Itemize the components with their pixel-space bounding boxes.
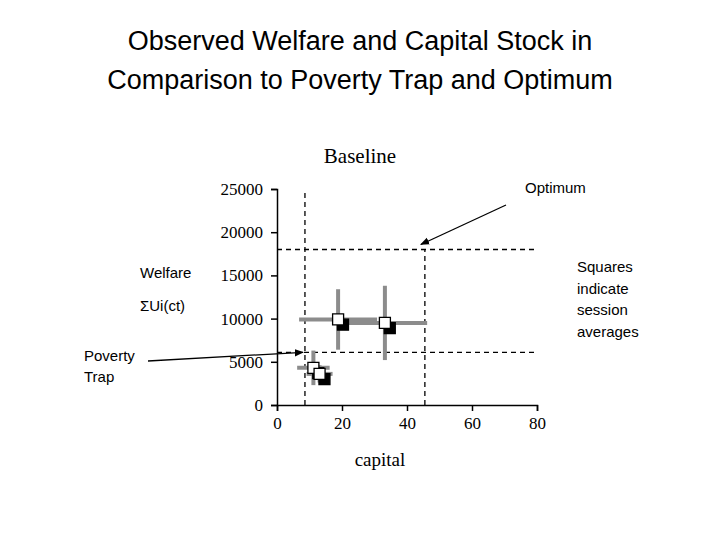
y-tick-mark	[271, 362, 277, 364]
reference-label: PovertyTrap	[84, 347, 135, 385]
y-tick: 15000	[221, 266, 278, 285]
x-tick-label: 60	[464, 414, 481, 433]
background	[0, 0, 720, 540]
x-axis: 0 20 40 60 80	[273, 405, 546, 433]
y-tick-mark	[271, 189, 277, 191]
slide: Observed Welfare and Capital Stock inCom…	[0, 0, 720, 540]
x-tick-mark	[537, 405, 539, 411]
x-axis-title: capital	[355, 449, 406, 470]
x-tick-mark	[472, 405, 474, 411]
point-marker	[333, 314, 344, 325]
y-axis-title: ΣUi(ct)	[140, 297, 185, 314]
x-tick: 0	[273, 405, 282, 433]
reference-label: Optimum	[525, 179, 586, 196]
annotation-arrow	[148, 352, 303, 361]
reference-line-horizontal	[277, 249, 537, 250]
y-axis-line	[271, 190, 278, 406]
y-tick-mark	[271, 405, 277, 407]
reference-line-horizontal	[277, 352, 537, 353]
y-tick-label: 25000	[221, 180, 264, 199]
annotation-arrow	[421, 205, 506, 244]
y-axis-title: Welfare	[140, 264, 191, 281]
y-tick: 20000	[221, 223, 278, 242]
x-tick: 20	[334, 405, 351, 433]
x-tick-label: 0	[273, 414, 282, 433]
x-tick-label: 20	[334, 414, 351, 433]
x-tick: 80	[529, 405, 546, 433]
note: Squaresindicatesessionaverages	[577, 258, 639, 340]
point-marker	[314, 368, 325, 379]
x-tick-mark	[407, 405, 409, 411]
y-tick-label: 0	[255, 396, 264, 415]
chart-title: Baseline	[324, 144, 396, 168]
reference-line-vertical	[424, 249, 425, 405]
y-tick-label: 20000	[221, 223, 264, 242]
y-axis: 0500010000150002000025000	[221, 180, 278, 415]
x-axis-line	[278, 406, 538, 412]
y-tick: 25000	[221, 180, 278, 199]
x-tick: 60	[464, 405, 481, 433]
x-tick: 40	[399, 405, 416, 433]
y-tick-label: 10000	[221, 310, 264, 329]
x-tick-label: 40	[399, 414, 416, 433]
x-tick-mark	[277, 405, 279, 411]
x-tick-mark	[342, 405, 344, 411]
point-marker	[379, 317, 390, 328]
reference-line-vertical	[304, 189, 305, 405]
y-tick-mark	[271, 318, 277, 320]
y-tick-mark	[271, 275, 277, 277]
y-tick-mark	[271, 232, 277, 234]
plot-area	[277, 189, 537, 405]
y-tick: 0	[255, 396, 278, 415]
slide-title: Observed Welfare and Capital Stock inCom…	[107, 26, 613, 95]
x-tick-label: 80	[529, 414, 546, 433]
y-tick: 10000	[221, 310, 278, 329]
y-tick-label: 15000	[221, 266, 264, 285]
